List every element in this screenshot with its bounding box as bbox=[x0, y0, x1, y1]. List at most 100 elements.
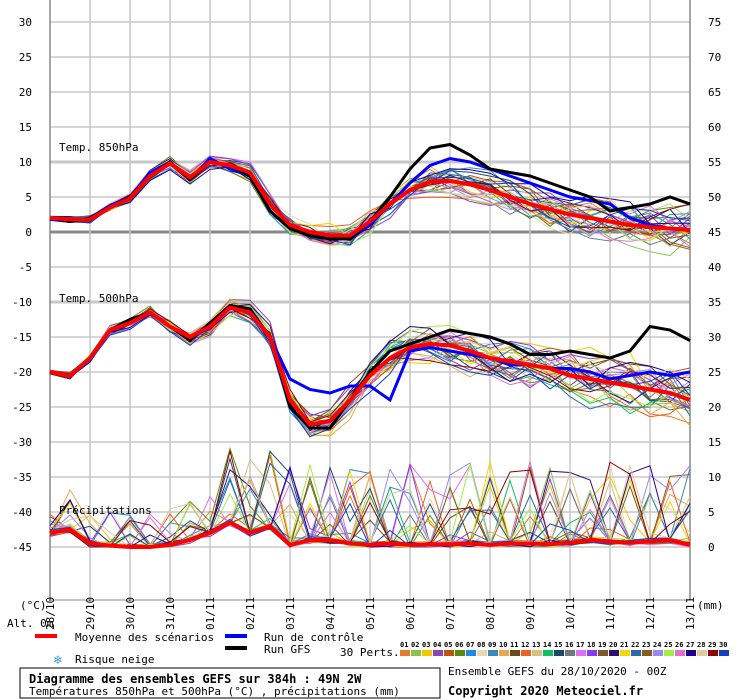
label-t500: Temp. 500hPa bbox=[59, 292, 138, 305]
perturbation-swatch-06 bbox=[455, 650, 465, 656]
legend-control: Run de contrôle bbox=[264, 631, 363, 644]
right-tick-label: 65 bbox=[708, 86, 721, 99]
left-tick-label: 10 bbox=[19, 156, 32, 169]
perturbation-number: 11 bbox=[510, 641, 518, 649]
perturbation-number: 21 bbox=[620, 641, 628, 649]
left-tick-label: 0 bbox=[25, 226, 32, 239]
perturbation-number: 28 bbox=[697, 641, 705, 649]
perturbation-swatch-01 bbox=[400, 650, 410, 656]
perturbation-number: 03 bbox=[422, 641, 430, 649]
perturbation-number: 14 bbox=[543, 641, 551, 649]
right-tick-label: 10 bbox=[708, 471, 721, 484]
altitude-label: Alt. 0m bbox=[7, 617, 54, 630]
perturbation-legend: 01 02 03 04 05 06 07 08 09 10 11 12 13 14 15 16 17 18 19 20… bbox=[400, 641, 729, 656]
right-tick-label: 45 bbox=[708, 226, 721, 239]
date-tick-label: 04/11 bbox=[324, 597, 337, 630]
perturbation-number: 07 bbox=[466, 641, 474, 649]
perturbation-number: 13 bbox=[532, 641, 540, 649]
date-tick-label: 09/11 bbox=[524, 597, 537, 630]
date-tick-label: 13/11 bbox=[684, 597, 697, 630]
label-t850: Temp. 850hPa bbox=[59, 141, 138, 154]
perturbation-swatch-13 bbox=[532, 650, 542, 656]
legend-mean: Moyenne des scénarios bbox=[75, 631, 214, 644]
perturbation-swatch-22 bbox=[631, 650, 641, 656]
perturbation-number: 24 bbox=[653, 641, 661, 649]
perturbation-number: 06 bbox=[455, 641, 463, 649]
left-tick-label: -10 bbox=[12, 296, 32, 309]
perturbation-swatch-23 bbox=[642, 650, 652, 656]
chart-title: Diagramme des ensembles GEFS sur 384h : … bbox=[29, 672, 362, 686]
date-tick-label: 28/10 bbox=[44, 597, 57, 630]
date-tick-label: 31/10 bbox=[164, 597, 177, 630]
perturbation-number: 30 bbox=[719, 641, 727, 649]
perturbation-swatch-07 bbox=[466, 650, 476, 656]
legend-perts: 30 Perts. bbox=[340, 646, 400, 659]
perturbation-swatch-15 bbox=[554, 650, 564, 656]
right-tick-label: 75 bbox=[708, 16, 721, 29]
date-tick-label: 30/10 bbox=[124, 597, 137, 630]
snowflake-icon: ❄ bbox=[53, 653, 62, 668]
perturbation-number: 10 bbox=[499, 641, 507, 649]
date-tick-label: 12/11 bbox=[644, 597, 657, 630]
perturbation-swatch-14 bbox=[543, 650, 553, 656]
legend-snow: Risque neige bbox=[75, 653, 154, 666]
left-tick-label: 20 bbox=[19, 86, 32, 99]
date-tick-label: 02/11 bbox=[244, 597, 257, 630]
perturbation-swatch-21 bbox=[620, 650, 630, 656]
run-info: Ensemble GEFS du 28/10/2020 - 00Z bbox=[448, 665, 667, 678]
perturbation-number: 23 bbox=[642, 641, 650, 649]
mean-line-t500 bbox=[49, 305, 691, 427]
perturbation-swatch-10 bbox=[499, 650, 509, 656]
perturbation-swatch-02 bbox=[411, 650, 421, 656]
perturbation-number: 29 bbox=[708, 641, 716, 649]
perturbation-swatch-19 bbox=[598, 650, 608, 656]
date-tick-label: 03/11 bbox=[284, 597, 297, 630]
chart-subtitle: Températures 850hPa et 500hPa (°C) , pré… bbox=[29, 685, 400, 698]
perturbation-swatch-17 bbox=[576, 650, 586, 656]
date-tick-label: 08/11 bbox=[484, 597, 497, 630]
right-tick-label: 20 bbox=[708, 401, 721, 414]
right-tick-label: 30 bbox=[708, 331, 721, 344]
label-precip: Précipitations bbox=[59, 504, 152, 517]
perturbation-number: 19 bbox=[598, 641, 606, 649]
left-tick-label: -40 bbox=[12, 506, 32, 519]
date-tick-label: 29/10 bbox=[84, 597, 97, 630]
right-tick-label: 55 bbox=[708, 156, 721, 169]
main-lines bbox=[49, 142, 691, 549]
left-tick-label: 30 bbox=[19, 16, 32, 29]
perturbation-swatch-09 bbox=[488, 650, 498, 656]
perturbation-number: 09 bbox=[488, 641, 496, 649]
perturbation-swatch-20 bbox=[609, 650, 619, 656]
perturbation-swatch-16 bbox=[565, 650, 575, 656]
perturbation-swatch-30 bbox=[719, 650, 729, 656]
perturbation-swatch-28 bbox=[697, 650, 707, 656]
right-tick-label: 50 bbox=[708, 191, 721, 204]
perturbation-number: 17 bbox=[576, 641, 584, 649]
perturbation-number: 08 bbox=[477, 641, 485, 649]
perturbation-swatch-04 bbox=[433, 650, 443, 656]
left-tick-label: -25 bbox=[12, 401, 32, 414]
left-tick-label: -45 bbox=[12, 541, 32, 554]
perturbation-swatch-24 bbox=[653, 650, 663, 656]
left-tick-label: -5 bbox=[19, 261, 32, 274]
right-tick-label: 70 bbox=[708, 51, 721, 64]
legend-mean-swatch bbox=[35, 634, 57, 638]
legend-gfs: Run GFS bbox=[264, 643, 310, 656]
mean-line-precip bbox=[49, 520, 691, 549]
date-tick-label: 07/11 bbox=[444, 597, 457, 630]
left-unit: (°C) bbox=[20, 599, 47, 612]
perturbation-number: 05 bbox=[444, 641, 452, 649]
perturbation-swatch-25 bbox=[664, 650, 674, 656]
perturbation-number: 02 bbox=[411, 641, 419, 649]
date-tick-label: 05/11 bbox=[364, 597, 377, 630]
perturbation-number: 25 bbox=[664, 641, 672, 649]
perturbation-line-t850 bbox=[49, 166, 690, 240]
perturbation-number: 22 bbox=[631, 641, 639, 649]
date-tick-label: 10/11 bbox=[564, 597, 577, 630]
right-tick-label: 15 bbox=[708, 436, 721, 449]
perturbation-swatch-18 bbox=[587, 650, 597, 656]
perturbation-number: 16 bbox=[565, 641, 573, 649]
perturbation-line-precip bbox=[49, 464, 691, 548]
